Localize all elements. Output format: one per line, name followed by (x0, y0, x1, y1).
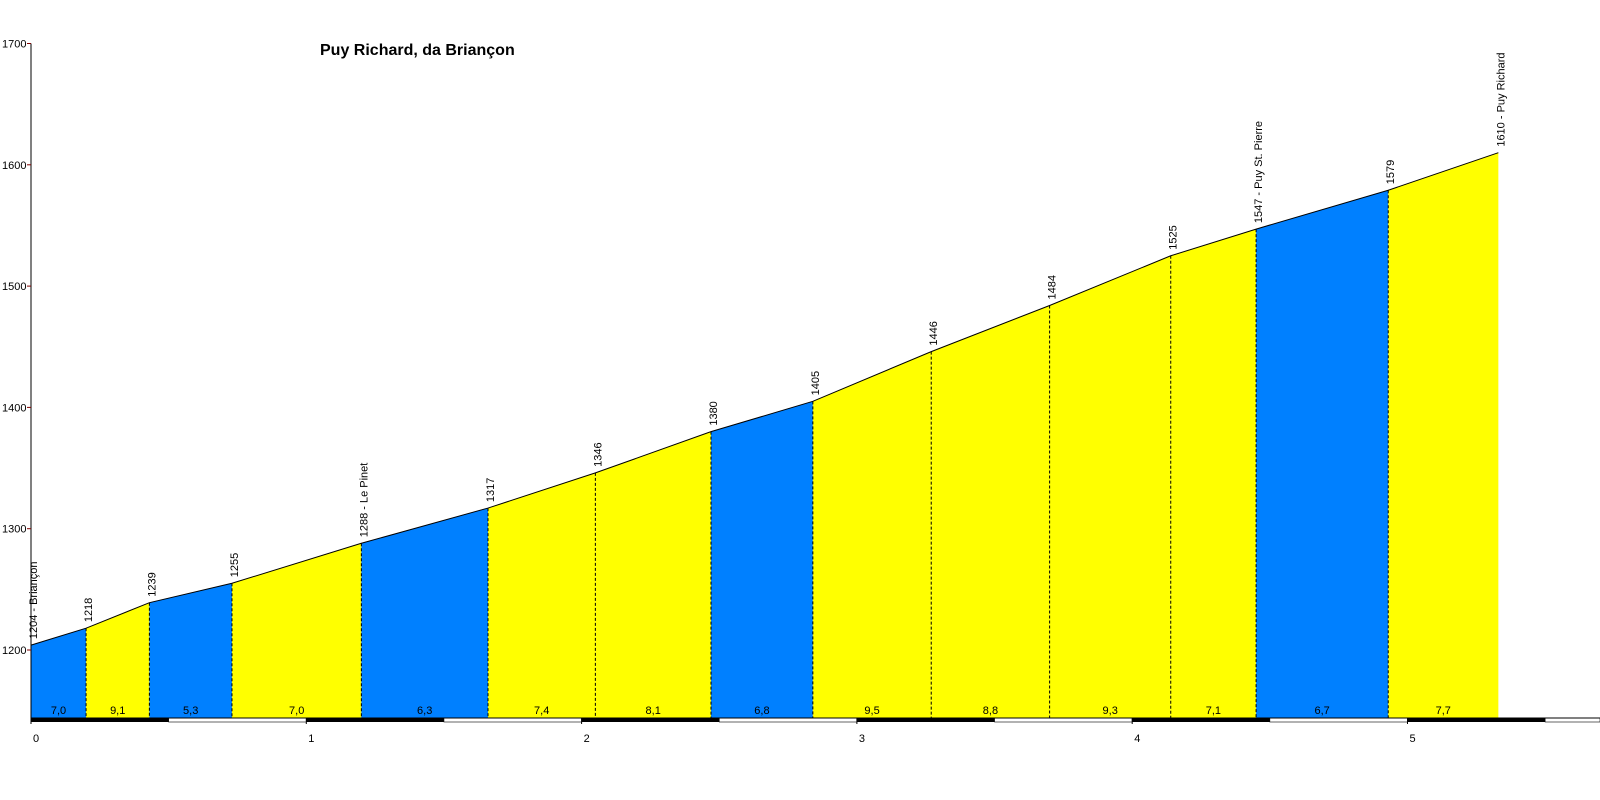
point-elevation-label: 1218 (83, 598, 95, 622)
segment-gradient-label: 6,3 (417, 705, 432, 717)
point-elevation-label: 1204 - Briançon (28, 561, 40, 639)
x-scale-bar-dark (31, 718, 169, 722)
segment-gradient-label: 7,4 (534, 705, 549, 717)
segment-gradient-label: 9,5 (864, 705, 879, 717)
segment-gradient-label: 8,1 (646, 705, 661, 717)
segment-gradient-label: 7,7 (1436, 705, 1451, 717)
point-elevation-label: 1610 - Puy Richard (1495, 52, 1507, 146)
segment-area-13 (1388, 152, 1499, 719)
x-scale-bar-light (168, 717, 307, 723)
segment-area-3 (231, 543, 362, 718)
y-tick-label: 1500 (2, 281, 26, 293)
x-scale-bar-light (718, 717, 858, 723)
x-tick-label: 4 (1134, 733, 1140, 745)
x-scale-bar-light (994, 717, 1133, 723)
point-elevation-label: 1405 (810, 371, 822, 395)
segment-gradient-label: 9,3 (1103, 705, 1118, 717)
segment-gradient-label: 6,8 (754, 705, 769, 717)
segment-gradient-label: 8,8 (983, 705, 998, 717)
x-scale-bar-light (443, 717, 582, 723)
y-tick-label: 1700 (2, 39, 26, 51)
x-scale-bar-light (1544, 717, 1600, 723)
x-tick-label: 0 (33, 733, 39, 745)
x-scale-bar-dark (581, 718, 720, 722)
segment-area-9 (931, 305, 1050, 718)
axes-layer: 1200 1300 1400 1500 1600 1700 0 1 2 3 4 5 (2, 39, 1600, 745)
x-tick-label: 2 (584, 733, 590, 745)
chart-title: Puy Richard, da Briançon (320, 42, 515, 59)
point-elevation-label: 1346 (592, 442, 604, 466)
profile-line (30, 152, 1499, 646)
segment-area-1 (86, 602, 150, 718)
point-elevation-label: 1380 (708, 401, 720, 425)
segment-area-2 (149, 583, 232, 718)
segment-gradient-label: 6,7 (1315, 705, 1330, 717)
segment-area-10 (1049, 255, 1171, 718)
segment-gradient-label: 7,0 (51, 705, 66, 717)
segment-area-12 (1256, 190, 1389, 718)
segment-gradient-label: 7,1 (1206, 705, 1221, 717)
y-tick-label: 1400 (2, 402, 26, 414)
point-elevation-label: 1525 (1168, 225, 1180, 249)
segment-gradient-label: 7,0 (289, 705, 304, 717)
x-tick-label: 3 (859, 733, 865, 745)
segments-layer: 7,0 9,1 5,3 7,0 6,3 7,4 8,1 6,8 9,5 8,8 9,3 7,1 6,7 7… (30, 152, 1499, 719)
y-tick-label: 1200 (2, 645, 26, 657)
point-elevation-label: 1484 (1047, 275, 1059, 299)
point-elevation-label: 1446 (928, 321, 940, 345)
x-scale-bar-dark (306, 718, 444, 722)
segment-area-5 (487, 472, 596, 718)
segment-area-4 (361, 508, 488, 718)
x-tick-label: 1 (308, 733, 314, 745)
point-elevation-label: 1239 (146, 572, 158, 596)
point-elevation-label: 1255 (229, 553, 241, 577)
segment-gradient-label: 9,1 (110, 705, 125, 717)
point-elevation-label: 1288 - Le Pinet (358, 463, 370, 538)
x-scale-bar-dark (856, 718, 995, 722)
segment-area-8 (812, 351, 932, 718)
segment-gradient-label: 5,3 (183, 705, 198, 717)
point-elevation-label: 1547 - Puy St. Pierre (1253, 121, 1265, 223)
labels-layer: 1204 - Briançon 1218 1239 1255 1288 - Le Pin… (28, 52, 1507, 639)
x-scale-bar-light (1269, 717, 1408, 723)
y-tick-label: 1300 (2, 524, 26, 536)
y-tick-label: 1600 (2, 160, 26, 172)
segment-area-0 (31, 628, 87, 718)
point-elevation-label: 1579 (1385, 160, 1397, 184)
x-scale-bar-dark (1407, 718, 1546, 722)
segment-area-7 (710, 401, 813, 718)
x-scale-bar-dark (1132, 718, 1270, 722)
segment-area-6 (595, 431, 711, 718)
segment-area-11 (1170, 229, 1257, 719)
x-tick-label: 5 (1410, 733, 1416, 745)
point-elevation-label: 1317 (485, 478, 497, 502)
